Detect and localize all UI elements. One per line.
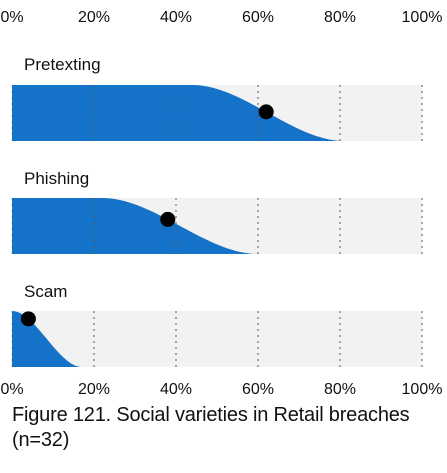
area-0 bbox=[12, 85, 422, 141]
bottom-x-tick-1: 20% bbox=[78, 381, 110, 398]
point-marker-1 bbox=[160, 211, 176, 227]
top-x-tick-3: 60% bbox=[242, 9, 274, 26]
row-label-1: Phishing bbox=[24, 169, 89, 188]
top-x-tick-1: 20% bbox=[78, 9, 110, 26]
bottom-x-tick-2: 40% bbox=[160, 381, 192, 398]
area-1 bbox=[12, 198, 422, 254]
bottom-x-tick-3: 60% bbox=[242, 381, 274, 398]
bottom-x-tick-0: 0% bbox=[0, 381, 23, 398]
top-x-tick-5: 100% bbox=[402, 9, 443, 26]
bottom-x-tick-5: 100% bbox=[402, 381, 443, 398]
top-x-tick-0: 0% bbox=[0, 9, 23, 26]
area-2 bbox=[12, 311, 422, 367]
figure-caption: Figure 121. Social varieties in Retail b… bbox=[12, 404, 410, 451]
bottom-x-tick-4: 80% bbox=[324, 381, 356, 398]
row-label-0: Pretexting bbox=[24, 55, 101, 74]
point-marker-0 bbox=[258, 104, 274, 120]
social-varieties-chart: 0% 0% 20% 20% 40% 40% 60% 60% 80% 80% 100% 100% Pret… bbox=[0, 9, 443, 398]
track-2 bbox=[12, 311, 422, 367]
top-x-tick-2: 40% bbox=[160, 9, 192, 26]
top-x-tick-4: 80% bbox=[324, 9, 356, 26]
row-label-2: Scam bbox=[24, 282, 67, 301]
point-marker-2 bbox=[20, 311, 36, 327]
